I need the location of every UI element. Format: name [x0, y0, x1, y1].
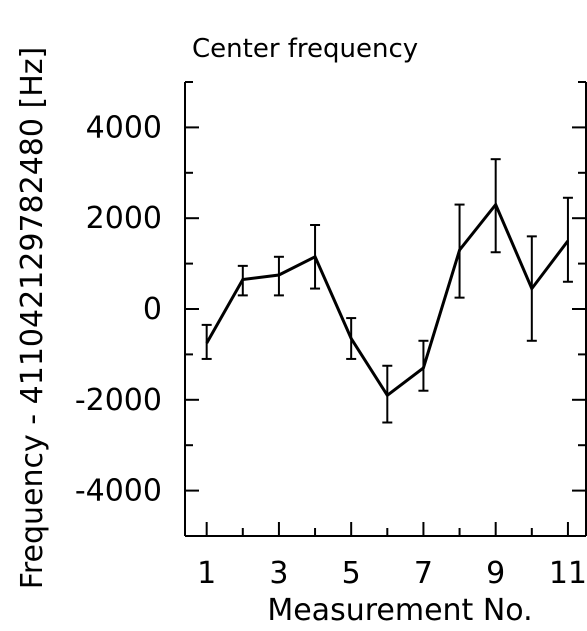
x-tick-label: 7 [414, 556, 433, 591]
x-tick-label: 9 [486, 556, 505, 591]
x-axis-tick-labels: 1 3 5 7 9 11 [197, 556, 587, 591]
y-tick-label: 2000 [86, 201, 162, 236]
y-axis-ticks [185, 81, 586, 537]
x-axis-ticks [205, 522, 569, 536]
x-tick-label: 3 [269, 556, 288, 591]
error-bars [201, 158, 573, 424]
y-tick-label: 4000 [86, 110, 162, 145]
y-tick-label: 0 [143, 292, 162, 327]
y-tick-label: -2000 [75, 383, 162, 418]
series-line [205, 201, 570, 398]
x-axis-label: Measurement No. [267, 593, 532, 628]
y-tick-label: -4000 [75, 474, 162, 509]
x-tick-label: 1 [197, 556, 216, 591]
y-axis-label: Frequency - 411042129782480 [Hz] [15, 47, 50, 589]
y-axis-tick-labels: 4000 2000 0 -2000 -4000 [75, 110, 162, 508]
chart-title: Center frequency [192, 34, 418, 64]
x-tick-label: 11 [549, 556, 587, 591]
plot-frame [184, 82, 587, 537]
x-tick-label: 5 [342, 556, 361, 591]
